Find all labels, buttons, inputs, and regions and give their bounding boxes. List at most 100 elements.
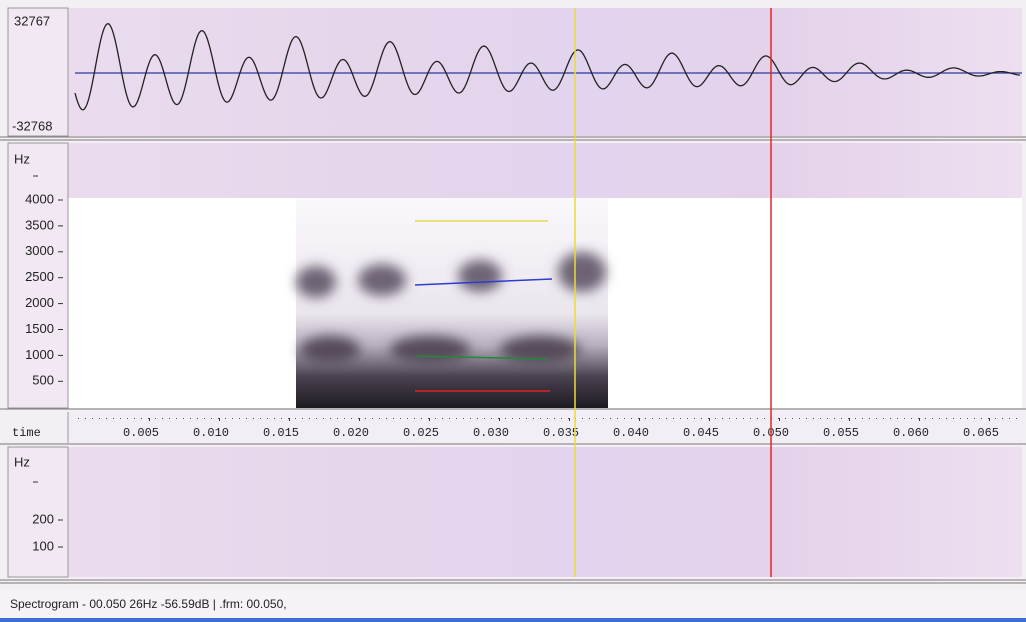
minor-tick <box>1002 418 1003 419</box>
minor-tick <box>176 418 177 419</box>
major-tick <box>709 418 710 421</box>
minor-tick <box>596 418 597 419</box>
minor-tick <box>323 418 324 419</box>
minor-tick <box>351 418 352 419</box>
minor-tick <box>750 418 751 419</box>
minor-tick <box>785 418 786 419</box>
minor-tick <box>204 418 205 419</box>
minor-tick <box>85 418 86 419</box>
minor-tick <box>295 418 296 419</box>
minor-tick <box>680 418 681 419</box>
minor-tick <box>253 418 254 419</box>
y-tick-label: 200 <box>32 511 54 526</box>
y-tick-label: 1000 <box>25 347 54 362</box>
minor-tick <box>974 418 975 419</box>
minor-tick <box>582 418 583 419</box>
minor-tick <box>505 418 506 419</box>
minor-tick <box>141 418 142 419</box>
x-tick-label: 0.015 <box>263 426 299 440</box>
minor-tick <box>211 418 212 419</box>
minor-tick <box>491 418 492 419</box>
minor-tick <box>344 418 345 419</box>
y-tick-label: 2500 <box>25 269 54 284</box>
minor-tick <box>78 418 79 419</box>
minor-tick <box>666 418 667 419</box>
minor-tick <box>603 418 604 419</box>
minor-tick <box>638 418 639 419</box>
minor-tick <box>183 418 184 419</box>
minor-tick <box>736 418 737 419</box>
minor-tick <box>946 418 947 419</box>
minor-tick <box>652 418 653 419</box>
y-tick-label: 3500 <box>25 217 54 232</box>
minor-tick <box>134 418 135 419</box>
major-tick <box>569 418 570 421</box>
minor-tick <box>400 418 401 419</box>
minor-tick <box>967 418 968 419</box>
minor-tick <box>169 418 170 419</box>
app-window: 32767 -32768 Hz 400035003000250020001500… <box>0 0 1026 622</box>
minor-tick <box>288 418 289 419</box>
minor-tick <box>764 418 765 419</box>
minor-tick <box>932 418 933 419</box>
minor-tick <box>393 418 394 419</box>
minor-tick <box>995 418 996 419</box>
minor-tick <box>120 418 121 419</box>
x-tick-label: 0.055 <box>823 426 859 440</box>
minor-tick <box>876 418 877 419</box>
minor-tick <box>610 418 611 419</box>
minor-tick <box>477 418 478 419</box>
x-tick-label: 0.060 <box>893 426 929 440</box>
minor-tick <box>547 418 548 419</box>
minor-tick <box>372 418 373 419</box>
minor-tick <box>827 418 828 419</box>
spectrogram-fill <box>296 198 608 408</box>
major-tick <box>779 418 780 421</box>
x-tick-label: 0.065 <box>963 426 999 440</box>
major-tick <box>919 418 920 421</box>
taskbar-edge <box>0 618 1026 622</box>
minor-tick <box>442 418 443 419</box>
major-tick <box>499 418 500 421</box>
minor-tick <box>246 418 247 419</box>
minor-tick <box>274 418 275 419</box>
spectrogram-unit: Hz <box>14 151 30 166</box>
minor-tick <box>939 418 940 419</box>
waveform-max: 32767 <box>14 13 50 28</box>
minor-tick <box>960 418 961 419</box>
minor-tick <box>617 418 618 419</box>
minor-tick <box>540 418 541 419</box>
minor-tick <box>953 418 954 419</box>
minor-tick <box>232 418 233 419</box>
minor-tick <box>113 418 114 419</box>
minor-tick <box>673 418 674 419</box>
minor-tick <box>533 418 534 419</box>
pitch-unit: Hz <box>14 454 30 469</box>
minor-tick <box>918 418 919 419</box>
minor-tick <box>267 418 268 419</box>
minor-tick <box>806 418 807 419</box>
pitch-panel <box>68 447 1022 577</box>
minor-tick <box>869 418 870 419</box>
minor-tick <box>316 418 317 419</box>
minor-tick <box>568 418 569 419</box>
minor-tick <box>225 418 226 419</box>
minor-tick <box>309 418 310 419</box>
y-tick-label: 100 <box>32 538 54 553</box>
major-tick <box>149 418 150 421</box>
minor-tick <box>386 418 387 419</box>
minor-tick <box>365 418 366 419</box>
minor-tick <box>708 418 709 419</box>
major-tick <box>289 418 290 421</box>
major-tick <box>639 418 640 421</box>
y-tick-label: 500 <box>32 373 54 388</box>
minor-tick <box>512 418 513 419</box>
minor-tick <box>281 418 282 419</box>
minor-tick <box>687 418 688 419</box>
time-label: time <box>12 426 41 440</box>
minor-tick <box>498 418 499 419</box>
minor-tick <box>757 418 758 419</box>
minor-tick <box>421 418 422 419</box>
minor-tick <box>820 418 821 419</box>
minor-tick <box>358 418 359 419</box>
